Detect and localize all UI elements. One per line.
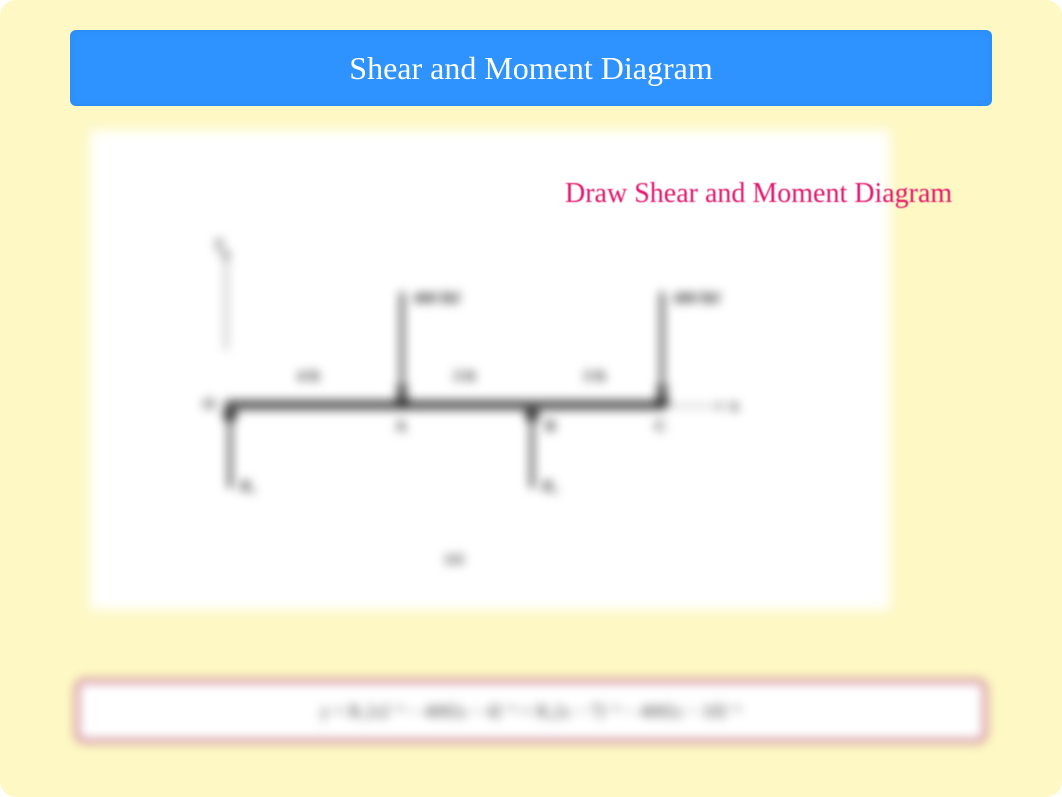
y-axis xyxy=(225,250,227,350)
x-axis xyxy=(665,405,725,407)
beam xyxy=(225,400,665,410)
point-a-dot xyxy=(395,394,409,408)
slide-title: Shear and Moment Diagram xyxy=(70,30,992,106)
figure-label: (a) xyxy=(445,550,464,568)
span-label-bc: 3 ft xyxy=(583,368,606,386)
force-a-arrow xyxy=(400,292,404,396)
point-label-c: C xyxy=(655,418,667,436)
reaction-r1-label: R₁ xyxy=(240,478,256,496)
x-axis-label: x xyxy=(730,395,739,416)
force-c-arrow xyxy=(660,292,664,396)
point-label-b: B xyxy=(545,418,556,436)
slide-title-text: Shear and Moment Diagram xyxy=(349,50,712,87)
instruction-text: Draw Shear and Moment Diagram xyxy=(565,175,955,213)
force-c-label: 400 lbf xyxy=(673,290,720,308)
equation-box: y = R₁⟨x⟩⁻¹ − 400⟨x − 4⟩⁻¹ + R₂⟨x − 7⟩⁻¹… xyxy=(75,679,987,743)
point-label-origin: O xyxy=(203,396,215,414)
span-label-oa: 4 ft xyxy=(297,368,320,386)
point-label-a: A xyxy=(395,418,407,436)
beam-diagram: y x O R₁ 400 lbf A B R₂ 400 lbf C 4 ft 3… xyxy=(185,250,745,570)
y-axis-label: y xyxy=(215,232,224,253)
force-a-label: 400 lbf xyxy=(413,290,460,308)
reaction-r2-line xyxy=(530,418,534,488)
point-c-dot xyxy=(655,394,669,408)
instruction-label: Draw Shear and Moment Diagram xyxy=(565,178,952,209)
equation-text: y = R₁⟨x⟩⁻¹ − 400⟨x − 4⟩⁻¹ + R₂⟨x − 7⟩⁻¹… xyxy=(320,701,741,722)
span-label-ab: 3 ft xyxy=(453,368,476,386)
reaction-r2-label: R₂ xyxy=(542,478,558,496)
reaction-r1-line xyxy=(228,418,232,488)
slide: Shear and Moment Diagram Draw Shear and … xyxy=(0,0,1062,797)
